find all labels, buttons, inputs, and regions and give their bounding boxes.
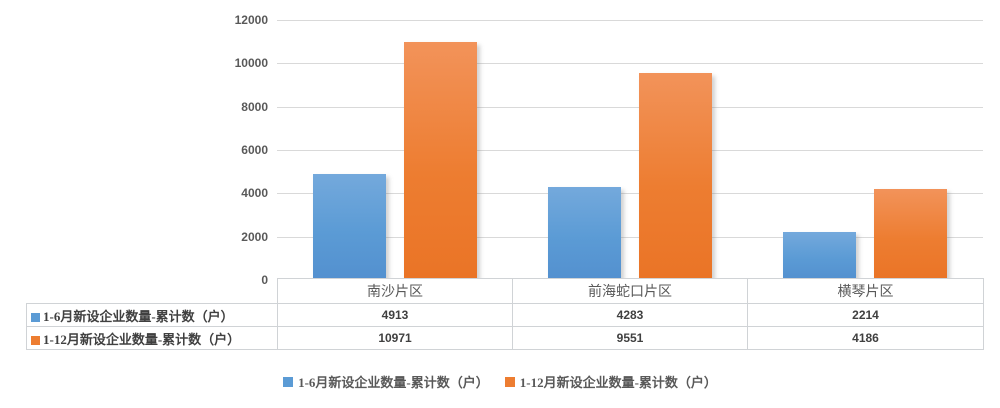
category-header: 南沙片区 (277, 278, 513, 304)
bar-series2-横琴片区 (874, 189, 948, 280)
legend-swatch-icon (504, 376, 515, 387)
gridline-8000 (277, 106, 983, 108)
y-tick-label: 0 (261, 273, 268, 287)
legend-item: 1-6月新设企业数量-累计数（户） (283, 372, 489, 391)
table-header-row: 南沙片区 前海蛇口片区 横琴片区 (27, 278, 984, 304)
y-axis: 0 2000 4000 6000 8000 10000 12000 (195, 13, 268, 287)
legend-label: 1-6月新设企业数量-累计数（户） (298, 375, 489, 390)
legend-swatch-icon (283, 376, 294, 387)
legend: 1-6月新设企业数量-累计数（户） 1-12月新设企业数量-累计数（户） (0, 372, 1000, 391)
category-header: 横琴片区 (747, 278, 984, 304)
series-name: 1-6月新设企业数量-累计数（户） (43, 308, 234, 324)
bar-series1-横琴片区 (783, 232, 857, 280)
bar-series1-前海蛇口片区 (548, 187, 621, 280)
y-tick-label: 12000 (234, 13, 268, 27)
gridline-10000 (277, 63, 983, 65)
value-cell: 4283 (512, 303, 748, 327)
legend-item: 1-12月新设企业数量-累计数（户） (504, 372, 717, 391)
legend-key-icon (31, 312, 40, 322)
bar-series2-南沙片区 (403, 42, 477, 280)
plot-area (277, 20, 983, 281)
gridline-4000 (277, 193, 983, 195)
bar-series1-南沙片区 (312, 173, 386, 280)
value-cell: 10971 (277, 326, 513, 350)
y-tick-label: 10000 (234, 56, 268, 71)
gridline-2000 (277, 236, 983, 238)
y-tick-label: 6000 (241, 143, 268, 157)
series-label-cell: 1-6月新设企业数量-累计数（户） (26, 303, 278, 327)
category-header: 前海蛇口片区 (512, 278, 748, 304)
gridline-6000 (277, 150, 983, 151)
legend-key-icon (31, 335, 40, 345)
table-row: 1-6月新设企业数量-累计数（户） 4913 4283 2214 (26, 303, 984, 327)
gridline-12000 (277, 20, 983, 21)
table-row: 1-12月新设企业数量-累计数（户） 10971 9551 4186 (26, 326, 984, 350)
value-cell: 2214 (747, 303, 984, 327)
legend-label: 1-12月新设企业数量-累计数（户） (519, 375, 717, 390)
table-corner-blank (27, 279, 278, 304)
y-tick-label: 4000 (241, 186, 268, 201)
data-table: 南沙片区 前海蛇口片区 横琴片区 1-6月新设企业数量-累计数（户） 4913 4283 2… (26, 278, 984, 350)
bar-series2-前海蛇口片区 (639, 73, 712, 280)
series-label-cell: 1-12月新设企业数量-累计数（户） (26, 326, 278, 350)
value-cell: 9551 (512, 326, 748, 350)
series-name: 1-12月新设企业数量-累计数（户） (43, 331, 241, 347)
y-tick-label: 8000 (241, 99, 268, 114)
value-cell: 4186 (747, 326, 984, 350)
y-tick-label: 2000 (241, 229, 268, 244)
value-cell: 4913 (277, 303, 513, 327)
